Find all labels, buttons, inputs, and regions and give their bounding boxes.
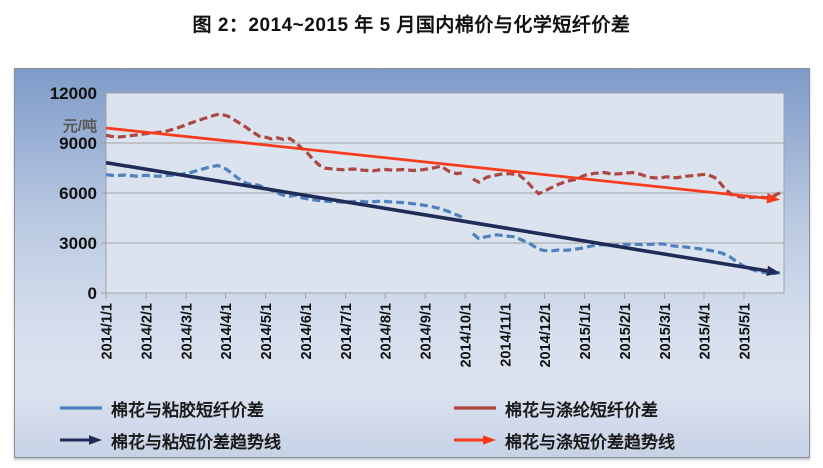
svg-text:2014/4/1: 2014/4/1 bbox=[219, 303, 235, 359]
chart-container: 0 3000 6000 9000 12000 元/吨 2014/1/1 2014/2/1 201… bbox=[14, 68, 810, 458]
trend-棉花与粘短价差趋势线 bbox=[105, 160, 781, 277]
svg-text:2014/11/1: 2014/11/1 bbox=[498, 303, 514, 367]
legend-label: 棉花与粘短价差趋势线 bbox=[111, 432, 281, 452]
legend-label: 棉花与粘胶短纤价差 bbox=[111, 400, 264, 420]
legend-item-viscose-trend: 棉花与粘短价差趋势线 bbox=[59, 429, 281, 452]
svg-text:12000: 12000 bbox=[50, 84, 97, 103]
legend-item-polyester-trend: 棉花与涤短价差趋势线 bbox=[453, 429, 675, 452]
svg-text:2015/5/1: 2015/5/1 bbox=[738, 303, 754, 359]
legend-line-icon bbox=[59, 401, 103, 415]
svg-text:2014/7/1: 2014/7/1 bbox=[339, 303, 355, 359]
svg-text:2014/12/1: 2014/12/1 bbox=[538, 303, 554, 368]
svg-text:2014/3/1: 2014/3/1 bbox=[179, 303, 195, 359]
legend-label: 棉花与涤纶短纤价差 bbox=[505, 400, 658, 420]
svg-text:2015/2/1: 2015/2/1 bbox=[618, 303, 634, 359]
legend-arrow-icon bbox=[59, 433, 103, 447]
svg-text:2014/8/1: 2014/8/1 bbox=[379, 303, 395, 359]
svg-text:0: 0 bbox=[88, 284, 97, 303]
svg-text:2014/2/1: 2014/2/1 bbox=[139, 303, 155, 359]
svg-text:2014/5/1: 2014/5/1 bbox=[259, 303, 275, 359]
svg-text:9000: 9000 bbox=[59, 134, 97, 153]
x-axis: 2014/1/1 2014/2/1 2014/3/1 2014/4/1 2014/5/1… bbox=[100, 293, 754, 368]
svg-text:3000: 3000 bbox=[59, 234, 97, 253]
legend-item-viscose-spread: 棉花与粘胶短纤价差 bbox=[59, 397, 264, 420]
legend-arrow-icon bbox=[453, 433, 497, 447]
legend-line-icon bbox=[453, 401, 497, 415]
y-axis: 0 3000 6000 9000 12000 元/吨 bbox=[50, 84, 784, 303]
svg-text:6000: 6000 bbox=[59, 184, 97, 203]
svg-text:2014/10/1: 2014/10/1 bbox=[458, 303, 474, 368]
svg-text:2015/1/1: 2015/1/1 bbox=[578, 303, 594, 359]
chart-title: 图 2：2014~2015 年 5 月国内棉价与化学短纤价差 bbox=[192, 15, 631, 36]
legend-label: 棉花与涤短价差趋势线 bbox=[505, 432, 675, 452]
trend-棉花与涤短价差趋势线 bbox=[105, 126, 781, 204]
svg-text:2014/1/1: 2014/1/1 bbox=[100, 303, 116, 359]
svg-text:2014/9/1: 2014/9/1 bbox=[419, 303, 435, 359]
svg-text:2015/4/1: 2015/4/1 bbox=[698, 303, 714, 359]
svg-text:2014/6/1: 2014/6/1 bbox=[299, 303, 315, 359]
legend-item-polyester-spread: 棉花与涤纶短纤价差 bbox=[453, 397, 658, 420]
y-axis-unit-label: 元/吨 bbox=[63, 117, 97, 135]
svg-text:2015/3/1: 2015/3/1 bbox=[658, 303, 674, 359]
